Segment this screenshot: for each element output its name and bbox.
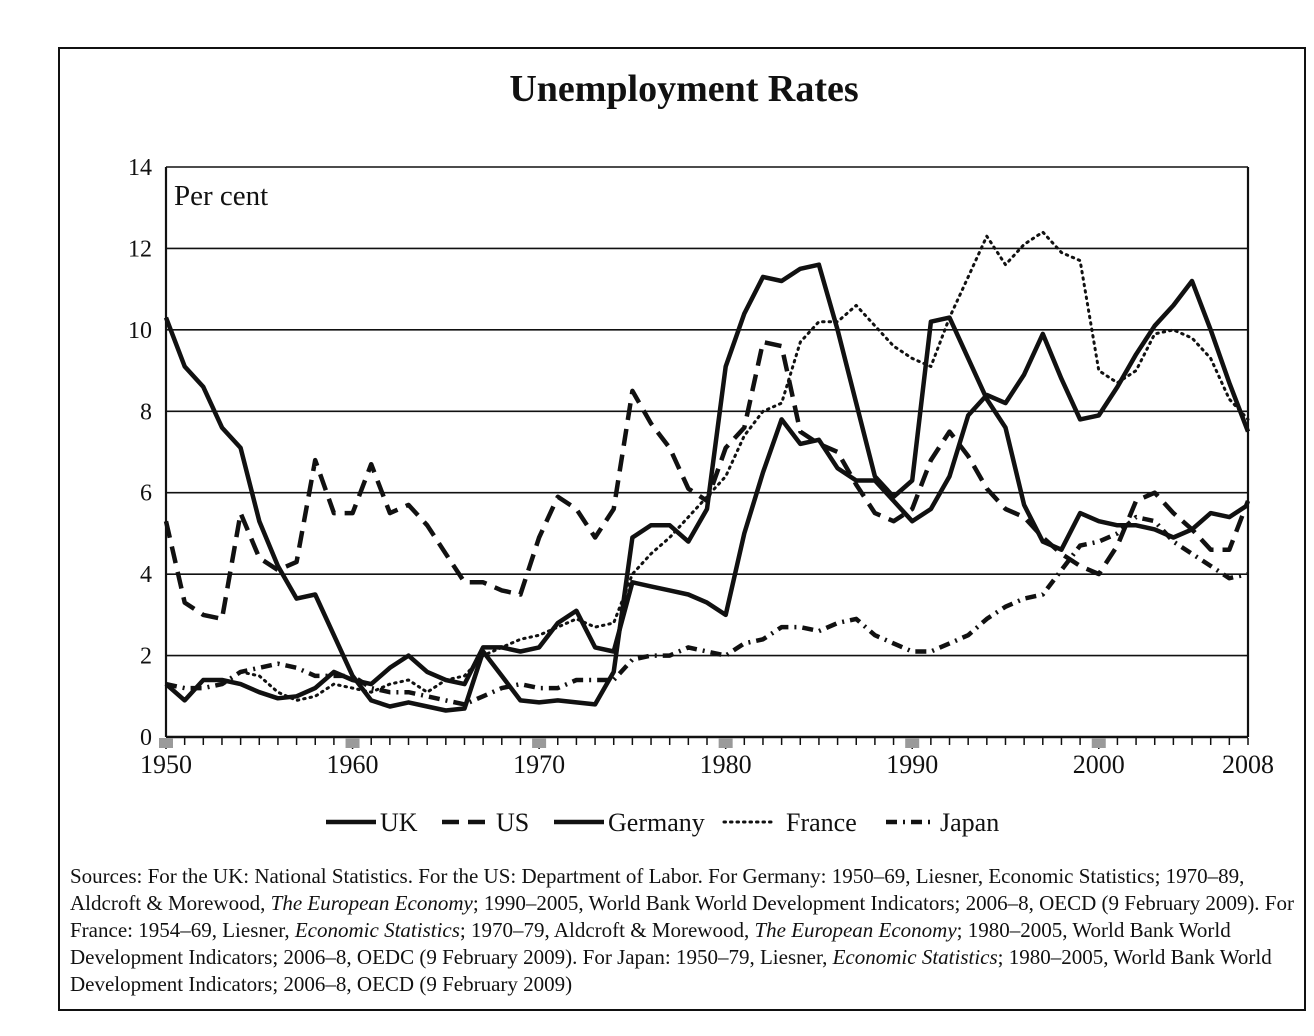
x-tick-label-2000: 2000 (1073, 750, 1125, 779)
x-decade-marker (532, 738, 547, 748)
legend-label-france: France (786, 808, 857, 837)
x-decade-marker (905, 738, 920, 748)
series-line-japan (165, 514, 1249, 707)
legend-label-japan: Japan (940, 808, 999, 837)
gridlines (159, 166, 1250, 749)
chart-canvas: 0 2 4 6 8 10 12 14 1950 1960 1970 1980 1990 2000 2008… (128, 155, 1274, 837)
legend-label-uk: UK (380, 808, 418, 837)
x-decade-marker (718, 738, 733, 748)
sources-text-1: Sources: For the UK: National Statistics… (70, 864, 1245, 915)
y-tick-label-14: 14 (128, 155, 152, 181)
legend-label-germany: Germany (608, 808, 705, 837)
y-tick-label-12: 12 (128, 236, 152, 262)
x-decade-marker (1091, 738, 1106, 748)
sources-text-2: ; 1990–2005, World Bank World Developmen… (70, 891, 1294, 942)
sources-text-4: ; 1980–2005, World Bank World Developmen… (70, 918, 1231, 969)
series-lines (163, 230, 1251, 713)
sources-italic-4: Economic Statistics (832, 945, 998, 969)
y-tick-label-10: 10 (128, 318, 152, 344)
series-line-france (239, 230, 1250, 702)
x-tick-labels: 1950 1960 1970 1980 1990 2000 2008 (140, 750, 1274, 779)
sources-italic-1: The European Economy (270, 891, 473, 915)
x-decade-marker (345, 738, 360, 748)
y-tick-label-0: 0 (140, 725, 152, 751)
sources-italic-2: Economic Statistics (294, 918, 460, 942)
y-axis-label: Per cent (174, 180, 268, 212)
series-line-germany (163, 262, 1250, 713)
legend: UK US Germany France Japan (326, 808, 999, 837)
y-tick-labels: 0 2 4 6 8 10 12 14 (128, 155, 152, 751)
legend-label-us: US (496, 808, 529, 837)
y-tick-label-2: 2 (140, 644, 152, 670)
x-decade-marker (159, 738, 173, 748)
sources-text-5: ; 1980–2005, World Bank World Developmen… (70, 945, 1272, 996)
y-tick-label-8: 8 (140, 399, 152, 425)
x-tick-label-1970: 1970 (513, 750, 565, 779)
sources-italic-3: The European Economy (754, 918, 957, 942)
x-tick-label-1990: 1990 (886, 750, 938, 779)
chart-frame: Unemployment Rates 0 2 4 6 8 10 12 14 1950 1960 1… (58, 47, 1306, 1011)
series-line-us (163, 339, 1251, 622)
x-tick-label-1960: 1960 (327, 750, 379, 779)
x-tick-label-2008: 2008 (1222, 750, 1274, 779)
sources-text-3: ; 1970–79, Aldcroft & Morewood, (459, 918, 755, 942)
y-tick-label-4: 4 (140, 562, 152, 588)
x-tick-label-1980: 1980 (700, 750, 752, 779)
x-tick-label-1950: 1950 (140, 750, 192, 779)
y-tick-label-6: 6 (140, 481, 152, 507)
series-line-uk (164, 278, 1251, 703)
chart-title: Unemployment Rates (509, 68, 859, 110)
sources-note: Sources: For the UK: National Statistics… (70, 863, 1300, 998)
